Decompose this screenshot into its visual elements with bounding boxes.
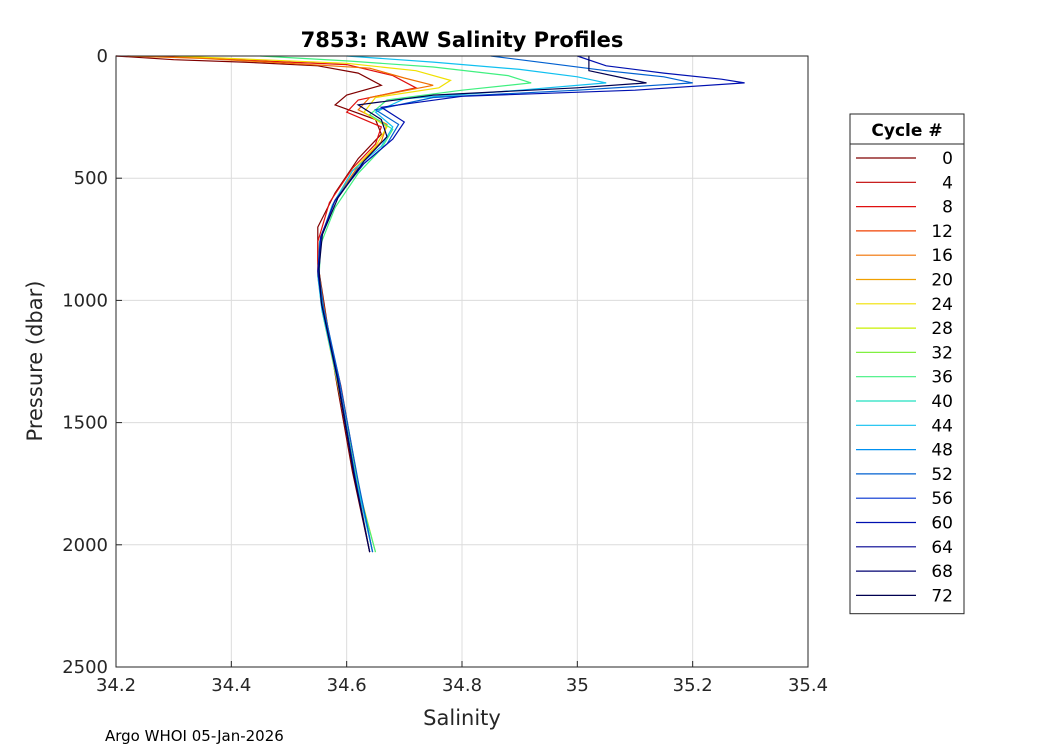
x-tick-label: 35 [566,675,589,696]
profile-lines [115,55,745,553]
legend-entry-label: 52 [931,465,953,485]
legend-entry-label: 68 [931,562,953,582]
legend-entry-label: 12 [931,222,953,242]
legend-entry-label: 36 [931,368,953,388]
y-tick-label: 1000 [62,290,108,311]
legend-entry-label: 44 [931,416,953,436]
y-axis-label: Pressure (dbar) [23,281,47,442]
x-axis-label: Salinity [423,706,501,730]
legend-entry-label: 16 [931,246,953,266]
legend-box [849,113,965,615]
legend-entry-label: 72 [931,586,953,606]
legend-entry-label: 64 [931,538,953,558]
profile-line-8 [318,56,647,553]
x-tick-label: 34.2 [96,675,136,696]
legend: Cycle #048121620242832364044485256606468… [849,113,965,615]
legend-entry-label: 24 [931,295,953,315]
profile-line-6 [318,55,693,553]
legend-entry-label: 56 [931,489,953,509]
x-tick-label: 35.2 [673,675,713,696]
legend-entry-label: 0 [942,149,953,169]
y-tick-label: 1500 [62,413,108,434]
legend-entry-label: 48 [931,441,953,461]
legend-entry-label: 4 [942,173,953,193]
axis-ticks: 34.2 34.4 34.6 34.8 35 35.2 35.4 0 500 1000 1500 20… [62,46,828,696]
legend-title: Cycle # [871,121,942,141]
y-tick-label: 2000 [62,535,108,556]
legend-entry-label: 60 [931,514,953,534]
legend-entry-label: 28 [931,319,953,339]
y-tick-label: 2500 [62,657,108,678]
legend-entry-label: 20 [931,271,953,291]
x-tick-label: 35.4 [788,675,828,696]
legend-entry-label: 40 [931,392,953,412]
footer-credit: Argo WHOI 05-Jan-2026 [105,727,284,745]
x-tick-label: 34.4 [211,675,251,696]
legend-entry-label: 32 [931,343,953,363]
y-tick-label: 500 [74,168,108,189]
y-tick-label: 0 [97,46,108,67]
x-tick-label: 34.6 [327,675,367,696]
x-tick-label: 34.8 [442,675,482,696]
legend-entry-label: 8 [942,198,953,218]
chart-title: 7853: RAW Salinity Profiles [301,28,624,52]
